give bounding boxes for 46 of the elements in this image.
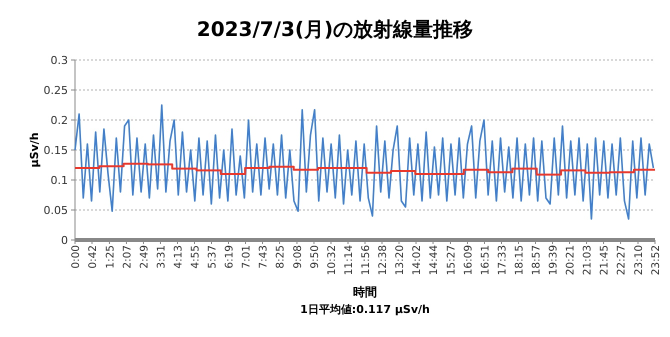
xtick: 15:27 <box>445 245 458 276</box>
annotation: 1日平均値:0.117 μSv/h <box>300 303 430 316</box>
ytick: 0.3 <box>50 54 68 67</box>
xtick: 9:08 <box>292 245 304 269</box>
xtick: 17:33 <box>496 245 508 276</box>
ytick: 0.25 <box>44 84 68 97</box>
xtick: 14:02 <box>411 245 424 276</box>
ytick: 0.05 <box>44 204 68 217</box>
xtick: 2:49 <box>138 245 150 269</box>
xtick: 5:37 <box>206 245 218 269</box>
ylabel: μSv/h <box>28 132 41 168</box>
xtick: 11:14 <box>343 245 355 276</box>
xtick: 21:03 <box>582 245 594 276</box>
xtick: 10:32 <box>326 245 338 276</box>
xtick: 2:07 <box>121 245 134 269</box>
xtick: 7:43 <box>258 245 270 269</box>
xtick: 3:31 <box>155 245 168 269</box>
xtick: 8:25 <box>274 245 287 269</box>
xtick: 23:52 <box>650 245 662 276</box>
xtick: 20:21 <box>564 245 577 276</box>
ytick: 0.1 <box>50 174 68 187</box>
xtick: 4:13 <box>172 245 184 269</box>
xtick: 0:42 <box>87 245 99 269</box>
xlabel: 時間 <box>353 285 377 299</box>
xtick: 16:51 <box>479 245 492 276</box>
xtick: 14:44 <box>428 245 440 276</box>
xtick: 21:45 <box>598 245 611 276</box>
ytick: 0.2 <box>50 114 68 127</box>
xtick: 1:25 <box>104 245 116 269</box>
xtick: 0:00 <box>70 245 82 269</box>
xtick: 9:50 <box>308 245 321 269</box>
xtick: 19:39 <box>548 245 560 276</box>
xtick: 22:27 <box>616 245 628 276</box>
xtick: 12:38 <box>377 245 389 276</box>
xtick: 18:57 <box>530 245 543 276</box>
xtick: 11:56 <box>360 245 372 276</box>
ytick: 0.15 <box>44 144 68 157</box>
xtick: 4:55 <box>189 245 202 269</box>
ytick: 0 <box>61 234 68 247</box>
title: 2023/7/3(月)の放射線量推移 <box>196 17 474 41</box>
xtick: 7:01 <box>240 245 253 269</box>
xtick: 16:09 <box>462 245 474 276</box>
xtick: 18:15 <box>514 245 526 276</box>
xtick: 13:20 <box>394 245 406 276</box>
xtick: 23:10 <box>633 245 645 276</box>
xtick: 6:19 <box>224 245 236 269</box>
